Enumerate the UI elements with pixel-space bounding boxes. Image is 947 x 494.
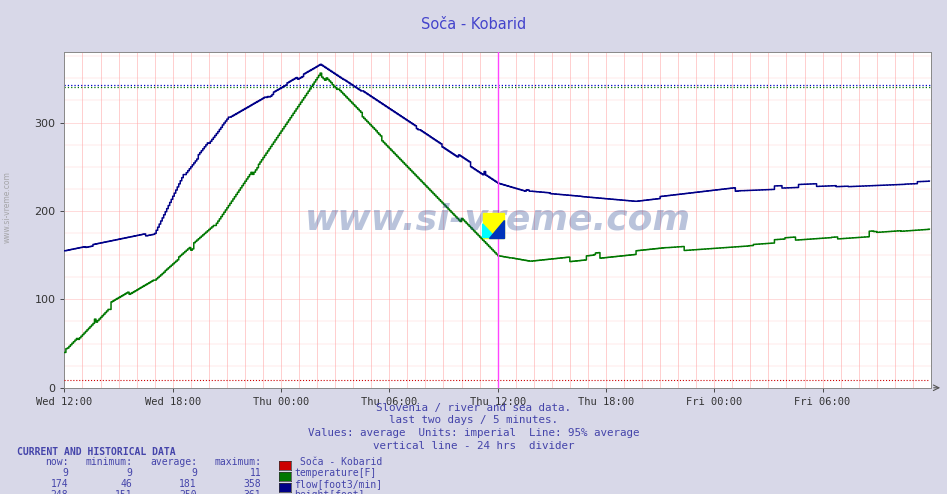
Text: height[foot]: height[foot] [295, 490, 365, 494]
Text: vertical line - 24 hrs  divider: vertical line - 24 hrs divider [373, 441, 574, 451]
Text: 361: 361 [243, 490, 261, 494]
Text: 358: 358 [243, 479, 261, 489]
Bar [483, 213, 504, 238]
Text: 11: 11 [250, 468, 261, 478]
Text: Soča - Kobarid: Soča - Kobarid [300, 457, 383, 467]
Text: flow[foot3/min]: flow[foot3/min] [295, 479, 383, 489]
Polygon shape [489, 220, 504, 238]
Polygon shape [483, 224, 495, 238]
Text: average:: average: [150, 457, 197, 467]
Text: www.si-vreme.com: www.si-vreme.com [305, 203, 690, 237]
Text: Slovenia / river and sea data.: Slovenia / river and sea data. [376, 403, 571, 412]
Text: maximum:: maximum: [214, 457, 261, 467]
Text: CURRENT AND HISTORICAL DATA: CURRENT AND HISTORICAL DATA [17, 447, 176, 456]
Text: www.si-vreme.com: www.si-vreme.com [3, 171, 12, 244]
Text: Values: average  Units: imperial  Line: 95% average: Values: average Units: imperial Line: 95… [308, 428, 639, 438]
Text: 9: 9 [63, 468, 68, 478]
Text: minimum:: minimum: [85, 457, 133, 467]
Text: last two days / 5 minutes.: last two days / 5 minutes. [389, 415, 558, 425]
Text: 248: 248 [50, 490, 68, 494]
Text: now:: now: [45, 457, 68, 467]
Text: 46: 46 [121, 479, 133, 489]
Text: temperature[F]: temperature[F] [295, 468, 377, 478]
Text: 151: 151 [115, 490, 133, 494]
Text: 9: 9 [127, 468, 133, 478]
Text: 181: 181 [179, 479, 197, 489]
Text: Soča - Kobarid: Soča - Kobarid [420, 17, 527, 32]
Text: 174: 174 [50, 479, 68, 489]
Text: 250: 250 [179, 490, 197, 494]
Text: 9: 9 [191, 468, 197, 478]
